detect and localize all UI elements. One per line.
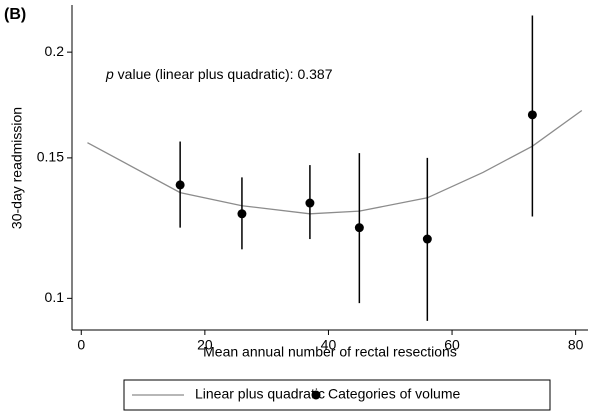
y-tick-label: 0.1 xyxy=(45,289,65,305)
panel-label: (B) xyxy=(4,6,26,23)
x-tick-label: 40 xyxy=(321,337,337,353)
x-axis-label: Mean annual number of rectal resections xyxy=(203,344,457,360)
y-axis-label: 30-day readmission xyxy=(9,107,25,229)
annotation: p value (linear plus quadratic): 0.387 xyxy=(105,66,333,82)
legend-label: Categories of volume xyxy=(328,386,461,402)
legend-label: Linear plus quadratic xyxy=(195,386,325,402)
x-tick-label: 60 xyxy=(444,337,460,353)
x-tick-label: 20 xyxy=(197,337,213,353)
point xyxy=(237,209,247,219)
legend-swatch xyxy=(311,390,321,400)
fit-line xyxy=(87,109,583,215)
x-tick-label: 80 xyxy=(568,337,584,353)
point xyxy=(305,198,315,208)
annotation-italic: p xyxy=(105,66,114,82)
point xyxy=(354,223,364,233)
legend-box xyxy=(123,379,551,411)
annotation-text: value (linear plus quadratic): 0.387 xyxy=(114,66,333,82)
y-tick-label: 0.15 xyxy=(37,149,64,165)
y-tick-label: 0.2 xyxy=(45,43,65,59)
point xyxy=(527,110,537,120)
x-tick-label: 0 xyxy=(77,337,85,353)
point xyxy=(175,180,185,190)
point xyxy=(422,234,432,244)
